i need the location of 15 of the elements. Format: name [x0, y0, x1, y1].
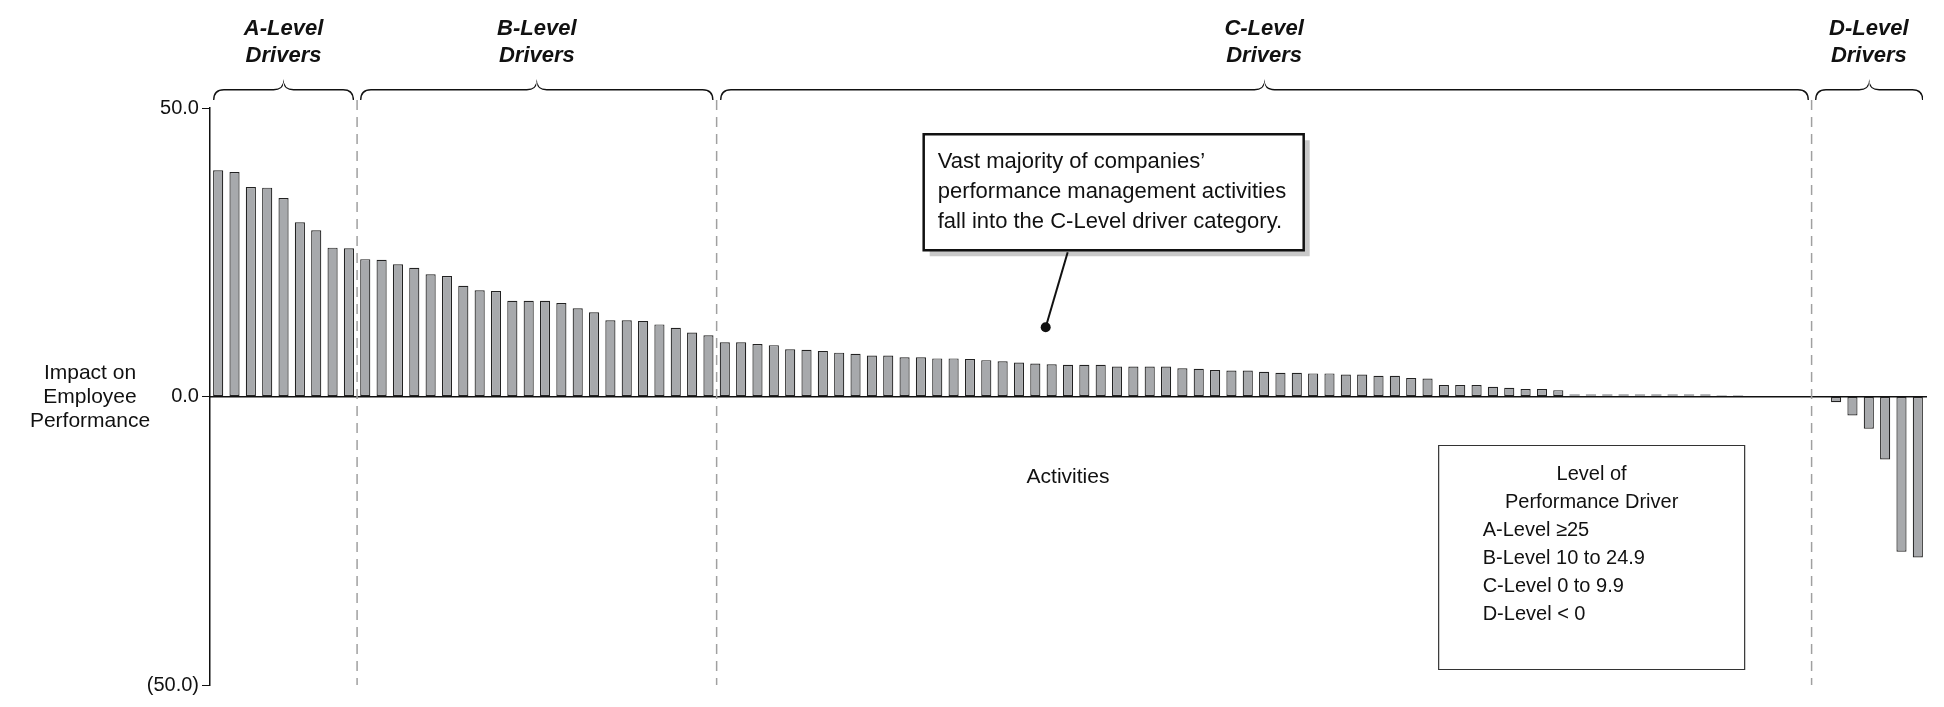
annotation: Vast majority of companies’ performance management activities fall into the C-Level driver category.: [937, 148, 1287, 234]
annotation: B-Level 10 to 24.9: [1482, 545, 1645, 568]
annotation: C-Level 0 to 9.9: [1482, 573, 1624, 596]
y-tick-label: 50.0: [160, 95, 199, 118]
x-axis-title: Activities: [1026, 464, 1110, 488]
y-axis-title: Impact on Employee Performance: [29, 359, 151, 431]
annotation: A-Level ≥25: [1482, 517, 1590, 540]
y-tick-label: 0.0: [171, 384, 199, 407]
annotation: D-Level < 0: [1482, 601, 1586, 624]
text: D-Level Drivers: [1829, 15, 1910, 67]
text: B-Level Drivers: [497, 15, 578, 67]
text: C-Level Drivers: [1224, 15, 1305, 67]
text: A-Level Drivers: [242, 15, 325, 67]
annotation: Level of Performance Driver: [1504, 461, 1679, 512]
y-tick-label: (50.0): [146, 672, 199, 695]
